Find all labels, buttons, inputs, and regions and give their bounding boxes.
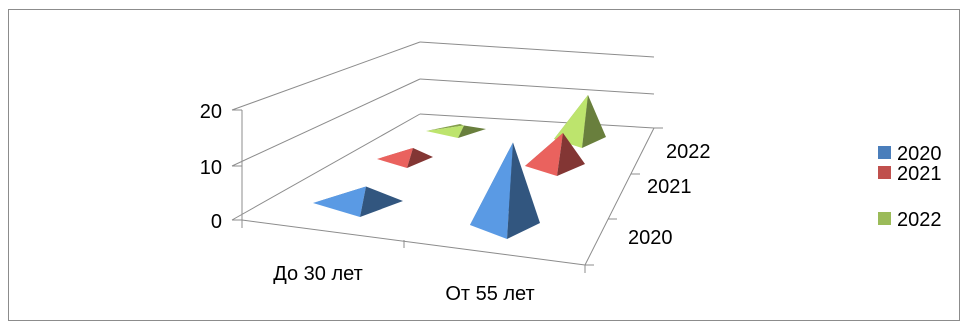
pyramid-front-face [377, 148, 413, 168]
x-axis-line [241, 219, 586, 266]
pyramid-2022-0 [426, 124, 486, 138]
pyramid-front-face [470, 142, 513, 239]
legend-swatch-2022 [878, 212, 891, 225]
legend-label-2022: 2022 [897, 209, 942, 231]
pyramid-2020-1 [470, 142, 540, 239]
pyramid-2021-1 [525, 133, 585, 176]
pyramid-2020-0 [313, 186, 403, 217]
category-label-1: От 55 лет [445, 283, 534, 305]
legend-swatch-2020 [878, 146, 891, 159]
category-labels: До 30 лет От 55 лет [273, 263, 534, 305]
gridline-20 [231, 41, 421, 111]
gridline-0-back [419, 113, 655, 129]
y-tick-label-0: 0 [211, 211, 222, 233]
depth-label-2022: 2022 [666, 141, 711, 163]
pyramid-right-face [458, 125, 486, 138]
depth-labels: 2020 2021 2022 [628, 141, 711, 249]
legend-label-2020: 2020 [897, 143, 942, 165]
legend: 2020 2021 2022 [878, 143, 942, 231]
pyramid-front-face [525, 133, 563, 176]
pyramid-right-face [557, 133, 585, 176]
pyramid-right-face [582, 95, 606, 148]
pyramid-front-face [313, 186, 366, 217]
back-wall-grid [231, 41, 655, 221]
depth-label-2020: 2020 [628, 227, 673, 249]
category-label-0: До 30 лет [273, 263, 363, 285]
y-tick-label-20: 20 [200, 101, 222, 123]
pyramids [313, 95, 606, 239]
depth-label-2021: 2021 [647, 176, 692, 198]
legend-swatch-2021 [878, 166, 891, 179]
y-tick-label-10: 10 [200, 157, 222, 179]
pyramid-front-face [426, 125, 464, 138]
gridline-20-back [419, 41, 655, 58]
chart-frame [8, 9, 960, 321]
pyramid-back-face [426, 124, 464, 131]
y-tick-labels: 20 10 0 [200, 101, 222, 233]
pyramid-right-face [507, 142, 540, 239]
gridline-10-back [419, 78, 655, 95]
pyramid-right-face [360, 186, 403, 217]
gridline-0 [231, 113, 421, 221]
pyramid-2021-0 [377, 148, 433, 168]
gridline-10 [231, 78, 421, 167]
legend-label-2021: 2021 [897, 163, 942, 185]
depth-axis-line [584, 127, 655, 266]
axes [232, 109, 663, 273]
pyramid-right-face [407, 148, 433, 168]
